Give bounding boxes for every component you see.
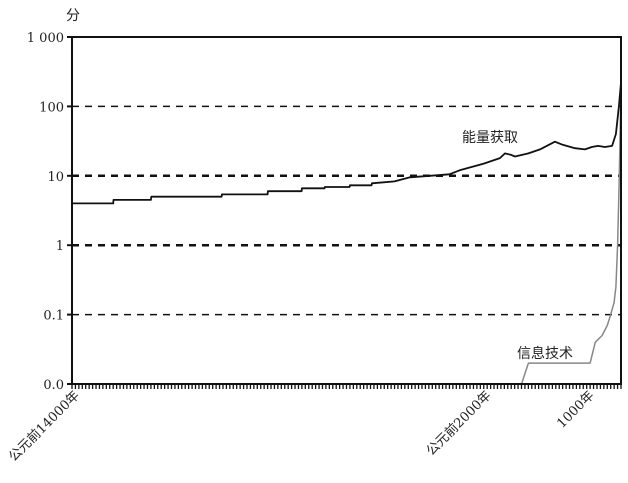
series-line-information — [72, 85, 622, 385]
series-label-energy: 能量获取 — [462, 130, 518, 146]
y-axis-unit-label: 分 — [66, 8, 80, 24]
y-tick-label: 1 000 — [27, 31, 64, 46]
series-label-information: 信息技术 — [517, 345, 573, 362]
y-tick-label: 0.0 — [43, 378, 64, 393]
series-line-energy — [72, 82, 622, 205]
y-axis: 1 000 100 10 1 0.1 0.0 — [27, 31, 72, 393]
y-tick-label: 0.1 — [43, 309, 64, 324]
plot-frame — [71, 36, 622, 385]
gridlines — [72, 105, 621, 316]
x-tick-label: 公元前14000年 — [5, 388, 82, 465]
series-lines — [72, 82, 622, 385]
y-tick-label: 10 — [47, 170, 64, 185]
x-axis: 公元前14000年 公元前2000年 1000年 — [5, 384, 622, 465]
y-tick-label: 1 — [56, 239, 64, 254]
x-tick-label: 1000年 — [554, 388, 597, 431]
x-tick-label: 公元前2000年 — [423, 388, 494, 459]
y-tick-label: 100 — [39, 100, 64, 115]
